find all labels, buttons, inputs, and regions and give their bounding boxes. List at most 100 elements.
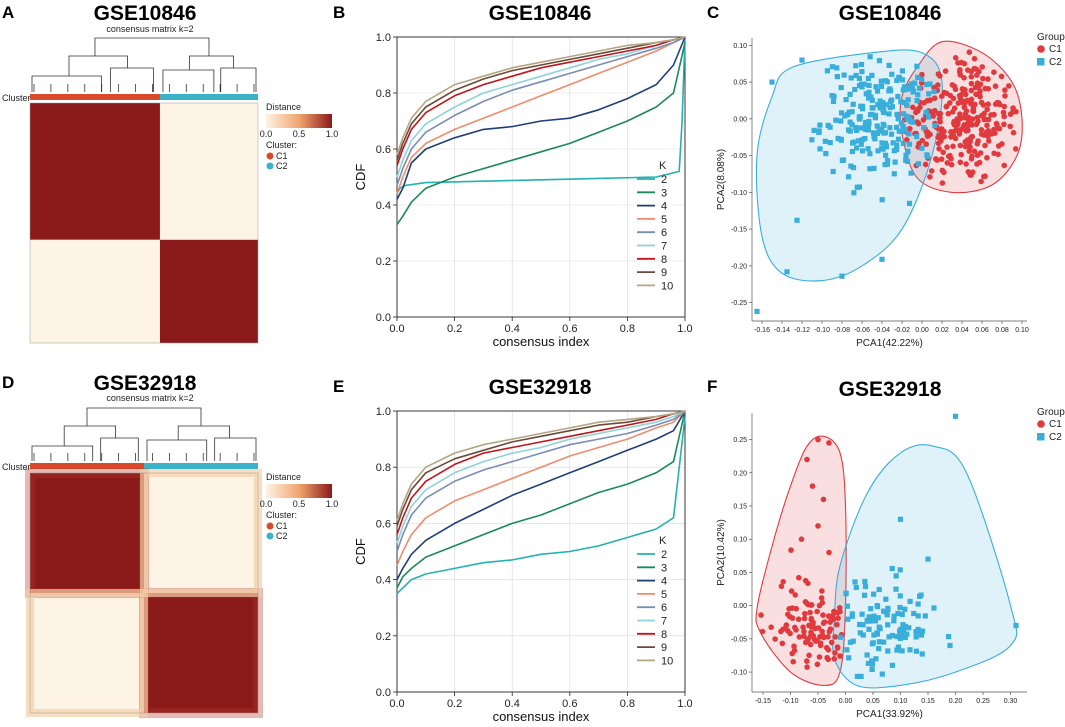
point-c2: [862, 136, 868, 142]
point-c2: [769, 79, 775, 85]
point-c2: [858, 141, 864, 147]
point-c2: [854, 184, 860, 190]
point-c2: [873, 84, 879, 90]
point-c1: [962, 86, 968, 93]
point-c1: [963, 108, 970, 114]
heat-block-c2-c1: [30, 593, 144, 713]
legend-label-k8: 8: [661, 629, 667, 641]
point-c1: [984, 106, 990, 113]
point-c1: [991, 69, 997, 75]
point-c1: [919, 71, 925, 78]
point-c2: [860, 632, 866, 638]
dendrogram-right-sub2: [220, 67, 257, 92]
legend-gradient-bar: [266, 484, 332, 498]
point-c2: [884, 79, 890, 85]
point-c1: [985, 128, 992, 134]
point-c1: [832, 650, 838, 656]
y-tick-label: 0.4: [376, 575, 391, 587]
point-c1: [927, 174, 933, 180]
point-c1: [986, 138, 992, 144]
panel-letter-e: E: [333, 377, 344, 396]
point-c2: [866, 614, 872, 620]
point-c2: [902, 606, 908, 612]
point-c1: [759, 628, 766, 635]
point-c2: [842, 113, 848, 119]
point-c1: [968, 101, 974, 107]
x-tick-label: 1.0: [677, 698, 692, 710]
point-c1: [992, 83, 999, 89]
point-c1: [801, 615, 808, 622]
point-c1: [785, 628, 791, 634]
point-c2: [872, 115, 878, 121]
x-axis-label: PCA1(33.92%): [856, 709, 923, 720]
point-c1: [806, 652, 812, 659]
y-tick-label: 0.20: [733, 470, 747, 477]
point-c1: [812, 638, 819, 644]
point-c2: [880, 99, 886, 106]
consensus-heatmap-d: [25, 468, 263, 718]
point-c2: [915, 74, 921, 80]
point-c1: [979, 64, 985, 70]
point-c2: [799, 57, 805, 63]
x-tick-label: -0.02: [894, 327, 910, 334]
cluster-bar-c2: [144, 463, 258, 469]
point-c2: [844, 647, 850, 653]
point-c2: [899, 68, 905, 74]
legend-label-k6: 6: [661, 602, 667, 614]
point-c2: [838, 118, 844, 124]
point-c1: [835, 615, 841, 621]
point-c2: [906, 141, 913, 147]
point-c1: [779, 640, 786, 647]
x-tick-label: -0.05: [810, 698, 826, 705]
point-c2: [843, 591, 849, 597]
legend-cluster-title: Cluster:: [266, 510, 297, 520]
point-c1: [792, 592, 798, 598]
point-c2: [858, 61, 865, 68]
y-tick-label: 0.6: [376, 144, 391, 156]
panel-d-title: GSE32918: [94, 372, 197, 395]
x-tick-label: 0.0: [389, 323, 404, 335]
point-c1: [965, 67, 971, 73]
point-c2: [883, 142, 889, 149]
point-c2: [874, 123, 880, 129]
heat-block-c2-c2: [159, 239, 258, 343]
point-c1: [834, 621, 840, 628]
point-c1: [1001, 162, 1007, 169]
legend-label-k5: 5: [661, 589, 667, 601]
point-c2: [902, 634, 908, 640]
point-c2: [878, 83, 885, 89]
point-c1: [919, 137, 926, 144]
point-c1: [819, 599, 826, 606]
cdf-line-k5: [396, 36, 686, 195]
point-c2: [918, 632, 925, 638]
point-c1: [984, 122, 990, 129]
point-c1: [971, 65, 977, 72]
point-c2: [889, 632, 895, 639]
legend-label-k10: 10: [661, 280, 673, 292]
point-c2: [853, 584, 859, 591]
point-c2: [870, 105, 876, 111]
point-c2: [878, 78, 884, 84]
point-c2: [891, 618, 897, 624]
legend-swatch-c2: [1037, 433, 1045, 441]
point-c1: [831, 608, 837, 615]
point-c2: [906, 200, 913, 206]
legend-gradient-bar: [266, 114, 332, 128]
point-c2: [846, 109, 852, 115]
point-c1: [807, 623, 814, 629]
point-c2: [847, 639, 853, 645]
y-tick-label: 0.05: [733, 570, 747, 577]
point-c1: [981, 110, 987, 117]
point-c2: [841, 72, 847, 78]
x-axis-label: consensus index: [493, 334, 590, 349]
point-c1: [981, 116, 988, 123]
cdf-line-k6: [396, 410, 686, 552]
x-tick-label: 0.05: [866, 698, 880, 705]
panel-a: A GSE10846 consensus matrix k=2 Cluster …: [2, 2, 338, 344]
point-c1: [994, 99, 1000, 106]
cluster-bar-c1: [30, 463, 144, 469]
dendrogram-right: [188, 55, 234, 70]
point-c2: [917, 593, 923, 599]
legend-label-k6: 6: [661, 227, 667, 239]
